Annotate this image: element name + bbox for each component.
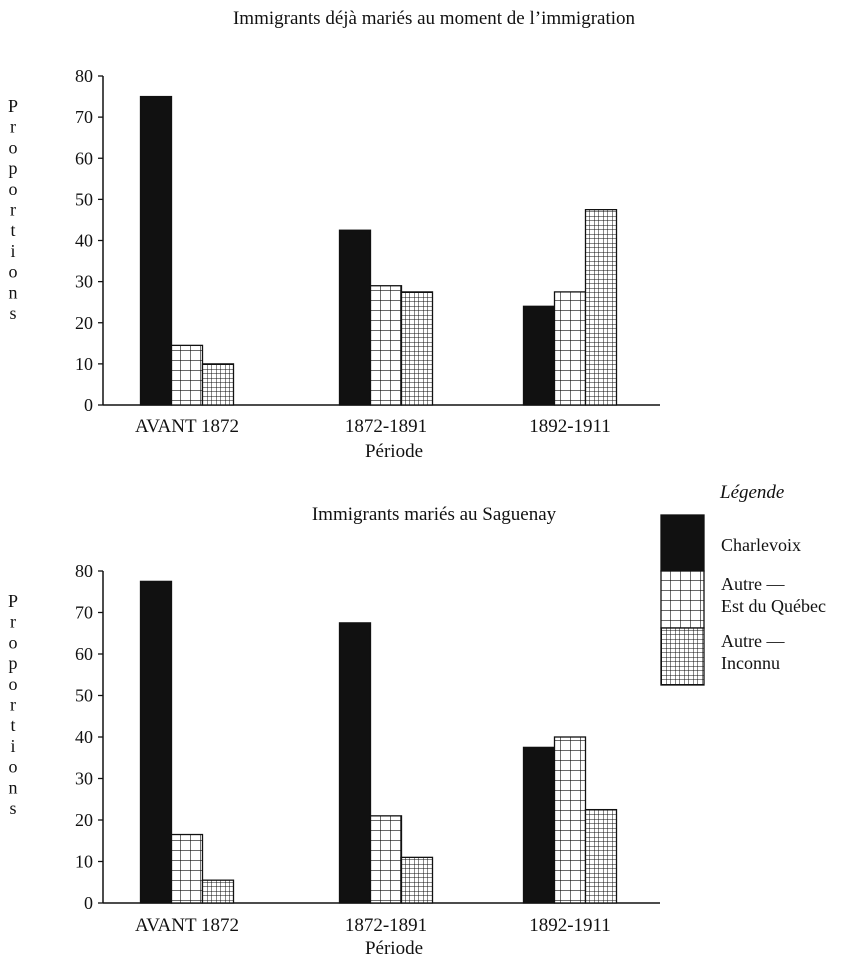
bar-2-3 [553,291,587,406]
bar-1-3 [522,305,556,406]
bar-1-1 [139,580,173,904]
y-axis-label-letter: P [8,96,18,116]
legend-title: Légende [719,482,784,503]
x-tick-label: AVANT 1872 [135,416,239,437]
bar-3-2 [400,856,434,904]
legend-label: Charlevoix [721,535,801,555]
y-axis-label-letter: s [9,798,16,818]
y-tick-label: 70 [75,107,93,127]
bar-2-2 [369,815,403,904]
y-axis-label-letter: o [9,137,18,157]
bar-3-1 [201,363,235,406]
x-tick-label: 1872-1891 [345,416,427,437]
y-axis-label-letter: n [9,282,18,302]
x-tick-label: 1892-1911 [529,915,611,936]
bar-2-1 [170,344,204,406]
y-tick-label: 30 [75,272,93,292]
bar-2-1 [170,833,204,904]
x-axis-label: Période [365,441,423,462]
chart-title: Immigrants mariés au Saguenay [312,504,557,525]
y-axis-label-letter: P [8,591,18,611]
legend-label: Autre — [721,574,785,594]
x-tick-label: 1892-1911 [529,416,611,437]
y-axis-label-letter: t [10,715,15,735]
y-tick-label: 20 [75,810,93,830]
chart-title: Immigrants déjà mariés au moment de l’im… [233,8,636,29]
legend-swatch-2 [660,570,705,629]
y-axis-label-letter: t [10,220,15,240]
bar-1-2 [338,229,372,406]
legend-label: Est du Québec [721,596,826,616]
x-axis-label: Période [365,938,423,957]
bar-1-3 [522,746,556,904]
bar-2-2 [369,285,403,406]
legend-swatch-1 [660,514,705,572]
legend-label: Inconnu [721,653,780,673]
bar-1-2 [338,622,372,904]
bar-2-3 [553,736,587,904]
y-axis-label-letter: s [9,303,16,323]
y-tick-label: 70 [75,603,93,623]
y-tick-label: 60 [75,644,93,664]
y-tick-label: 0 [84,395,93,415]
y-axis-label-letter: p [9,158,18,178]
y-axis-label-letter: r [10,695,16,715]
y-axis-label-letter: r [10,117,16,137]
y-tick-label: 10 [75,852,93,872]
y-axis-label-letter: p [9,653,18,673]
y-tick-label: 20 [75,313,93,333]
bar-1-1 [139,95,173,406]
y-tick-label: 10 [75,354,93,374]
y-axis-label-letter: n [9,777,18,797]
y-tick-label: 40 [75,231,93,251]
legend-swatch-3 [660,627,705,686]
y-axis-label-letter: o [9,757,18,777]
chart-panel-1: Immigrants déjà mariés au moment de l’im… [8,8,660,462]
y-axis-label-letter: o [9,262,18,282]
y-tick-label: 30 [75,769,93,789]
y-tick-label: 40 [75,727,93,747]
y-axis-label-letter: o [9,632,18,652]
x-tick-label: AVANT 1872 [135,915,239,936]
bar-3-3 [584,808,618,904]
y-axis-label-letter: r [10,612,16,632]
y-axis-label-letter: i [10,241,15,261]
y-axis-label-letter: o [9,179,18,199]
y-tick-label: 80 [75,561,93,581]
bar-3-3 [584,209,618,406]
y-tick-label: 80 [75,66,93,86]
legend-label: Autre — [721,631,785,651]
y-tick-label: 0 [84,893,93,913]
y-tick-label: 50 [75,686,93,706]
x-tick-label: 1872-1891 [345,915,427,936]
y-tick-label: 60 [75,148,93,168]
y-tick-label: 50 [75,189,93,209]
y-axis-label-letter: i [10,736,15,756]
chart-panel-2: Immigrants mariés au Saguenay 0 10 20 30 40 50… [8,504,660,957]
bar-3-1 [201,879,235,904]
y-axis-label-letter: r [10,200,16,220]
y-axis-label-letter: o [9,674,18,694]
bar-3-2 [400,291,434,406]
